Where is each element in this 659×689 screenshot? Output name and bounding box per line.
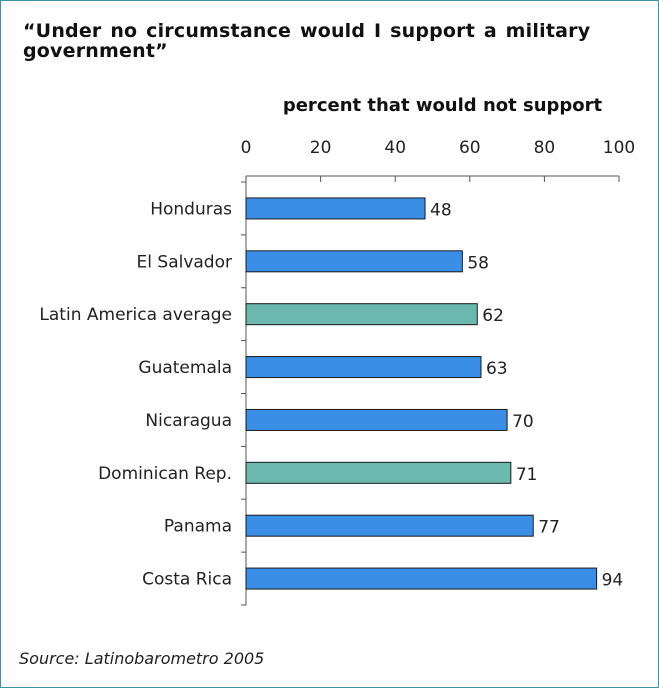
bar-2 bbox=[245, 303, 478, 326]
bar-4 bbox=[245, 408, 508, 431]
data-label-7: 94 bbox=[602, 571, 624, 591]
bar-0 bbox=[245, 197, 426, 220]
category-label-5: Dominican Rep. bbox=[98, 464, 232, 484]
data-label-1: 58 bbox=[467, 253, 489, 273]
data-label-6: 77 bbox=[538, 518, 560, 538]
data-label-5: 71 bbox=[516, 465, 538, 485]
bar-6 bbox=[245, 514, 534, 537]
bar-7 bbox=[245, 567, 598, 590]
x-tick-label-100: 100 bbox=[603, 138, 635, 158]
x-tick-label-20: 20 bbox=[310, 138, 332, 158]
chart-title: “Under no circumstance would I support a… bbox=[23, 20, 591, 62]
x-tick-label-60: 60 bbox=[459, 138, 481, 158]
data-label-2: 62 bbox=[482, 306, 504, 326]
category-label-7: Costa Rica bbox=[142, 570, 232, 590]
category-label-0: Honduras bbox=[150, 199, 232, 219]
category-label-4: Nicaragua bbox=[145, 411, 232, 431]
category-label-3: Guatemala bbox=[138, 358, 232, 378]
x-tick-label-40: 40 bbox=[384, 138, 406, 158]
category-label-2: Latin America average bbox=[39, 305, 232, 325]
data-label-3: 63 bbox=[486, 359, 508, 379]
x-tick-label-0: 0 bbox=[241, 138, 252, 158]
bar-1 bbox=[245, 250, 463, 273]
x-tick-label-80: 80 bbox=[534, 138, 556, 158]
bar-3 bbox=[245, 356, 482, 379]
data-label-4: 70 bbox=[512, 412, 534, 432]
data-label-0: 48 bbox=[430, 200, 452, 220]
x-axis-label: percent that would not support bbox=[283, 95, 603, 116]
bar-5 bbox=[245, 461, 512, 484]
category-label-1: El Salvador bbox=[137, 252, 232, 272]
source-note: Source: Latinobarometro 2005 bbox=[19, 649, 265, 668]
category-label-6: Panama bbox=[164, 517, 232, 537]
